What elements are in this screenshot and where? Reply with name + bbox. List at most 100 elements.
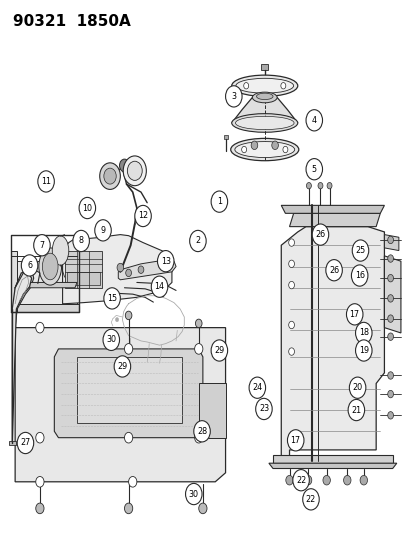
Circle shape: [157, 251, 173, 272]
Circle shape: [115, 318, 119, 322]
Ellipse shape: [230, 139, 298, 161]
Circle shape: [288, 260, 294, 268]
Text: 22: 22: [295, 476, 306, 484]
Circle shape: [387, 295, 392, 302]
Polygon shape: [231, 98, 297, 123]
Circle shape: [38, 171, 54, 192]
Text: 7: 7: [39, 241, 45, 250]
Text: 27: 27: [20, 439, 31, 448]
Circle shape: [103, 329, 119, 351]
Circle shape: [21, 255, 38, 276]
Text: 25: 25: [354, 246, 365, 255]
Circle shape: [124, 503, 133, 514]
Polygon shape: [54, 349, 202, 438]
Polygon shape: [280, 205, 384, 213]
Ellipse shape: [234, 142, 294, 158]
Polygon shape: [15, 282, 77, 288]
Ellipse shape: [39, 248, 62, 285]
Text: 23: 23: [258, 405, 268, 414]
Circle shape: [349, 377, 365, 398]
Text: 3: 3: [231, 92, 236, 101]
Text: 9: 9: [100, 226, 105, 235]
Circle shape: [288, 239, 294, 246]
Circle shape: [124, 344, 133, 354]
Circle shape: [359, 475, 367, 485]
Circle shape: [302, 489, 318, 510]
Circle shape: [194, 432, 202, 443]
Text: 6: 6: [27, 261, 32, 270]
Circle shape: [135, 205, 151, 227]
Polygon shape: [268, 463, 396, 469]
Circle shape: [195, 319, 202, 328]
Circle shape: [104, 168, 116, 184]
Polygon shape: [11, 251, 17, 312]
Circle shape: [33, 235, 50, 256]
Circle shape: [387, 333, 392, 341]
Polygon shape: [384, 235, 398, 251]
Circle shape: [288, 348, 294, 356]
Polygon shape: [9, 441, 16, 445]
Polygon shape: [77, 357, 182, 423]
Text: 26: 26: [315, 230, 325, 239]
Circle shape: [36, 432, 44, 443]
Circle shape: [271, 141, 278, 150]
Circle shape: [211, 191, 227, 212]
Polygon shape: [64, 251, 102, 288]
Circle shape: [347, 399, 364, 421]
Ellipse shape: [256, 93, 272, 100]
Text: 20: 20: [352, 383, 362, 392]
Text: 22: 22: [305, 495, 316, 504]
Ellipse shape: [235, 116, 293, 130]
Text: 15: 15: [107, 294, 117, 303]
Polygon shape: [17, 261, 77, 304]
Circle shape: [185, 483, 202, 505]
Circle shape: [138, 266, 144, 273]
Ellipse shape: [52, 236, 69, 265]
Text: 2: 2: [195, 237, 200, 246]
Text: 28: 28: [197, 427, 206, 436]
Circle shape: [119, 159, 129, 172]
Text: 16: 16: [354, 271, 364, 280]
Circle shape: [351, 265, 367, 286]
Text: 1: 1: [216, 197, 221, 206]
Text: 24: 24: [252, 383, 262, 392]
Text: 19: 19: [358, 346, 368, 355]
Circle shape: [305, 110, 322, 131]
Circle shape: [387, 236, 392, 244]
Polygon shape: [12, 272, 31, 443]
Circle shape: [79, 197, 95, 219]
Circle shape: [326, 182, 331, 189]
Ellipse shape: [42, 253, 58, 280]
Circle shape: [104, 288, 120, 309]
Circle shape: [387, 274, 392, 282]
Polygon shape: [261, 64, 268, 70]
Circle shape: [288, 321, 294, 329]
Circle shape: [123, 156, 146, 185]
Text: 13: 13: [160, 257, 170, 265]
Circle shape: [128, 477, 137, 487]
Ellipse shape: [252, 92, 276, 103]
Circle shape: [387, 315, 392, 322]
Circle shape: [36, 503, 44, 514]
Text: 17: 17: [349, 310, 359, 319]
Circle shape: [355, 340, 371, 361]
Text: 29: 29: [214, 346, 224, 355]
Circle shape: [282, 147, 287, 153]
Polygon shape: [280, 227, 384, 463]
Circle shape: [288, 281, 294, 289]
Circle shape: [285, 475, 292, 485]
Circle shape: [198, 503, 206, 514]
Circle shape: [387, 255, 392, 262]
Circle shape: [189, 230, 206, 252]
Circle shape: [325, 260, 342, 281]
Text: 12: 12: [138, 212, 148, 221]
Circle shape: [306, 182, 311, 189]
Circle shape: [346, 304, 362, 325]
Circle shape: [243, 83, 248, 89]
Circle shape: [73, 230, 89, 252]
Polygon shape: [15, 328, 225, 482]
Circle shape: [251, 141, 257, 150]
Circle shape: [211, 340, 227, 361]
Circle shape: [387, 390, 392, 398]
Circle shape: [127, 161, 142, 180]
